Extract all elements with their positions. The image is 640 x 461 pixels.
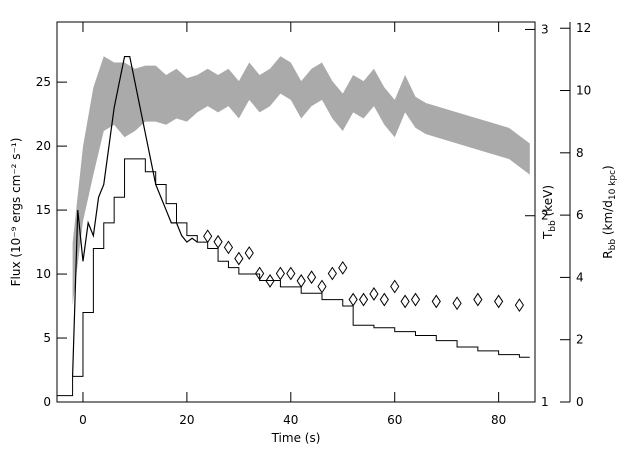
label-part: T — [541, 231, 555, 240]
y-axis-label: Flux (10⁻⁹ ergs cm⁻² s⁻¹) — [9, 138, 23, 287]
diamond-marker — [286, 266, 296, 281]
band — [72, 56, 530, 306]
diamond-marker — [255, 266, 265, 281]
y-tick-label: 0 — [43, 395, 51, 409]
y-tick-label: 5 — [43, 331, 51, 345]
label-part: ) — [601, 165, 615, 170]
x-tick-label: 0 — [79, 413, 87, 427]
diamond-marker — [306, 270, 317, 285]
diamond-marker — [348, 292, 358, 307]
y3-tick-label: 10 — [576, 84, 591, 98]
y3-tick-label: 6 — [576, 208, 584, 222]
diamond-marker — [390, 279, 400, 294]
label-part: R — [601, 250, 615, 258]
y2-tick-label: 1 — [541, 395, 549, 409]
y-tick-label: 25 — [36, 75, 51, 89]
x-axis-label: Time (s) — [271, 431, 321, 445]
x-tick-label: 40 — [283, 413, 298, 427]
diamond-marker — [452, 296, 462, 311]
diamond-marker — [369, 287, 379, 301]
x-tick-label: 80 — [491, 413, 506, 427]
label-part: (km/d — [601, 200, 615, 239]
label-part: bb — [608, 239, 618, 251]
y3-tick-label: 8 — [576, 146, 584, 160]
diamond-marker — [410, 292, 421, 307]
label-part: (keV) — [541, 185, 555, 220]
label-part: bb — [548, 220, 558, 232]
diamond-marker — [213, 234, 223, 249]
plot-frame — [56, 21, 536, 403]
y2-tick-label: 2 — [541, 209, 549, 223]
y-tick-label: 20 — [36, 139, 51, 153]
y2-tick-label: 3 — [541, 22, 549, 36]
label-part: 10 kpc — [608, 170, 618, 200]
diamond-marker — [317, 279, 327, 294]
diamond-marker — [265, 274, 275, 288]
y3-axis-label: Rbb (km/d10 kpc) — [601, 165, 618, 258]
diamond-marker — [494, 294, 504, 309]
diamond-marker — [431, 294, 441, 309]
y3-tick-label: 12 — [576, 21, 591, 35]
x-tick-label: 20 — [179, 413, 194, 427]
diamond-marker — [203, 229, 213, 244]
diamond-marker — [327, 266, 337, 281]
diamond-marker — [514, 298, 525, 313]
y-tick-label: 15 — [36, 203, 51, 217]
y3-tick-label: 4 — [576, 270, 584, 284]
diamond-marker — [338, 260, 348, 275]
x-tick-label: 60 — [387, 413, 402, 427]
y3-tick-label: 0 — [576, 395, 584, 409]
diamond-marker — [223, 240, 234, 255]
diamond-marker — [379, 292, 389, 307]
diamond-marker — [244, 246, 254, 260]
diamond-marker — [473, 292, 483, 307]
diamond-marker — [234, 251, 244, 266]
diamond-marker — [400, 294, 410, 309]
diamond-marker — [296, 274, 306, 288]
y3-tick-label: 2 — [576, 333, 584, 347]
y-tick-label: 10 — [36, 267, 51, 281]
y2-axis-label: Tbb (keV) — [541, 185, 558, 240]
diamond-marker — [358, 292, 369, 307]
diamond-marker — [275, 266, 286, 281]
step-line — [57, 158, 530, 397]
